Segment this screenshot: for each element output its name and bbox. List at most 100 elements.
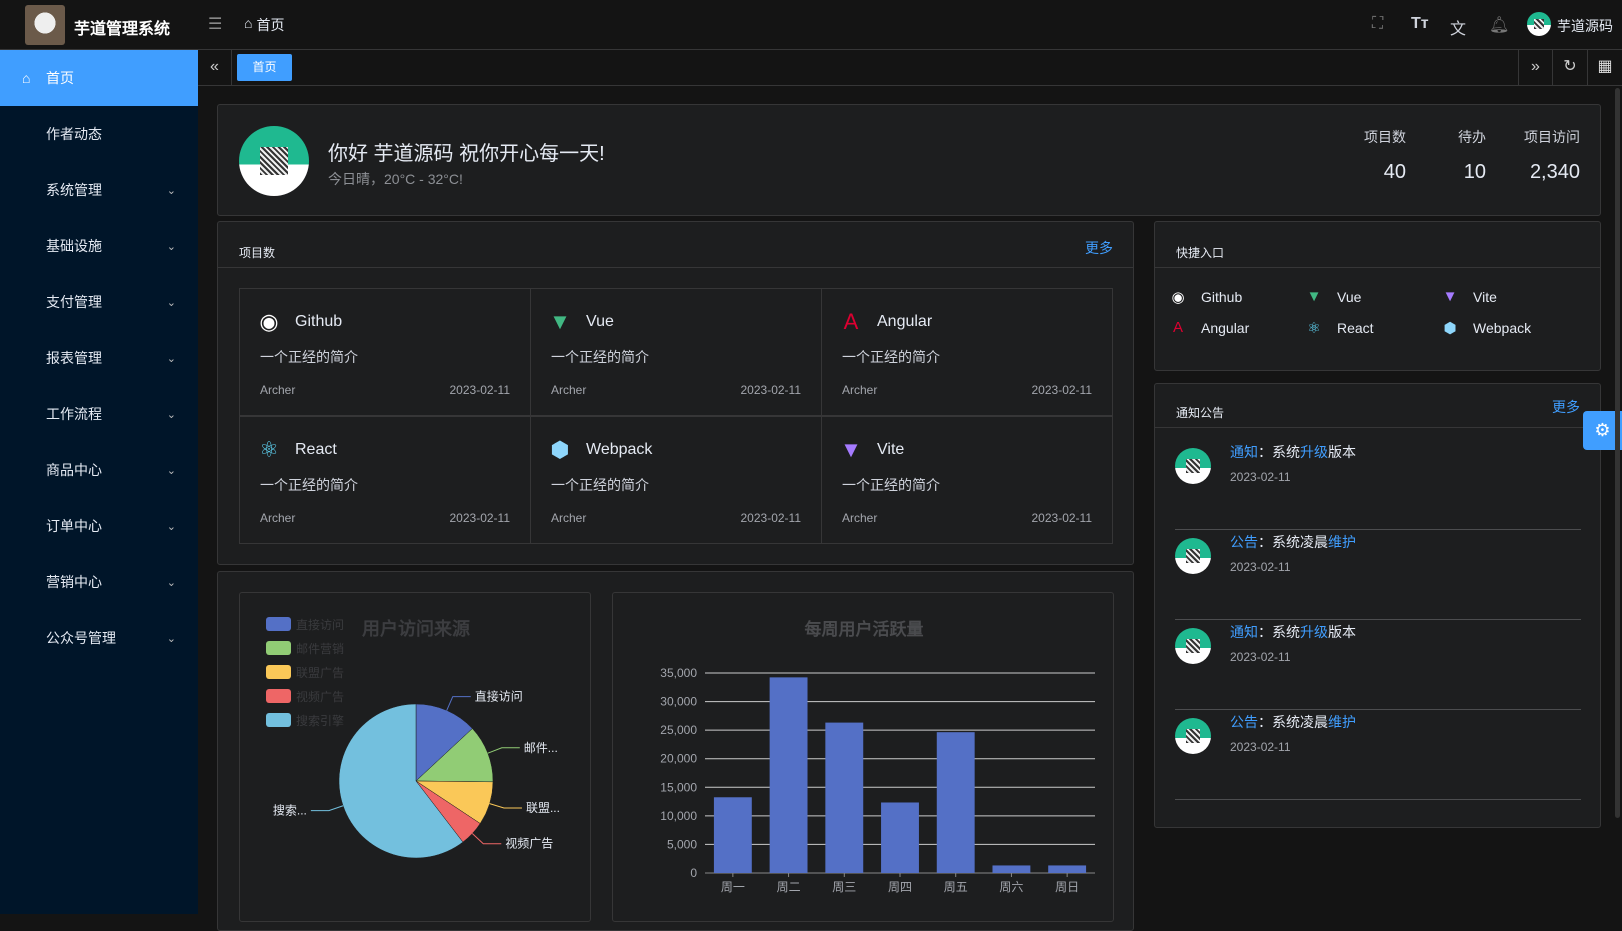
project-card[interactable]: ◉ Github 一个正经的简介 Archer 2023-02-11 xyxy=(239,288,531,416)
sidebar-item[interactable]: 营销中心 ⌄ xyxy=(0,554,198,610)
sidebar-item-label: 基础设施 xyxy=(46,238,102,254)
tab-bar: « 首页 » ↻ ▦ xyxy=(198,50,1622,86)
project-name: Webpack xyxy=(586,441,653,458)
sidebar-item[interactable]: 公众号管理 ⌄ xyxy=(0,610,198,666)
project-name: Github xyxy=(295,313,343,330)
sidebar-item-label: 工作流程 xyxy=(46,406,102,422)
projects-title: 项目数 xyxy=(239,246,276,260)
y-tick-label: 25,000 xyxy=(660,723,697,737)
shortcut-item[interactable]: ⚛ React xyxy=(1305,319,1373,337)
tabs-scroll-left-icon[interactable]: « xyxy=(198,50,232,86)
notice-date: 2023-02-11 xyxy=(1230,740,1291,754)
stat-label: 项目访问 xyxy=(1524,129,1580,145)
divider xyxy=(1155,427,1600,428)
sidebar-item[interactable]: 订单中心 ⌄ xyxy=(0,498,198,554)
shortcut-item[interactable]: ▼ Vite xyxy=(1441,288,1497,305)
notice-text: 系统 xyxy=(1272,624,1300,640)
user-avatar[interactable] xyxy=(1527,12,1551,36)
pie-chart-box: 用户访问来源 直接访问 邮件营销 联盟广告 视频广告 搜索引擎 直接访问 邮件... 联盟...… xyxy=(239,592,591,922)
notice-sep: ： xyxy=(1258,624,1272,640)
bar xyxy=(825,722,864,873)
notices-more-link[interactable]: 更多 xyxy=(1552,399,1580,415)
stat-label: 待办 xyxy=(1458,129,1486,145)
chevron-down-icon: ⌄ xyxy=(166,184,176,197)
home-icon: ⌂ xyxy=(22,70,31,86)
font-size-icon[interactable]: Tт xyxy=(1411,15,1429,32)
sidebar-item[interactable]: ⌂ 首页 xyxy=(0,50,198,106)
welcome-avatar xyxy=(239,126,309,196)
project-card[interactable]: ⬢ Webpack 一个正经的简介 Archer 2023-02-11 xyxy=(530,416,822,544)
vue-icon: ▼ xyxy=(1306,288,1322,305)
sidebar-item[interactable]: 系统管理 ⌄ xyxy=(0,162,198,218)
project-card[interactable]: ⚛ React 一个正经的简介 Archer 2023-02-11 xyxy=(239,416,531,544)
greeting: 你好 芋道源码 祝你开心每一天! xyxy=(328,143,605,165)
grid-menu-icon[interactable]: ▦ xyxy=(1587,50,1622,86)
chevron-down-icon: ⌄ xyxy=(166,352,176,365)
shortcut-item[interactable]: A Angular xyxy=(1169,319,1249,336)
shortcut-label: Angular xyxy=(1201,319,1250,336)
chevron-down-icon: ⌄ xyxy=(166,296,176,309)
breadcrumb[interactable]: ⌂ 首页 xyxy=(244,15,284,35)
chevron-down-icon: ⌄ xyxy=(166,464,176,477)
sidebar-item[interactable]: 作者动态 xyxy=(0,106,198,162)
shortcut-item[interactable]: ▼ Vue xyxy=(1305,288,1362,305)
notice-type[interactable]: 公告 xyxy=(1230,714,1258,730)
sidebar-item-label: 报表管理 xyxy=(46,350,102,366)
shortcut-label: Github xyxy=(1201,289,1243,305)
project-card[interactable]: ▼ Vue 一个正经的简介 Archer 2023-02-11 xyxy=(530,288,822,416)
sidebar-item[interactable]: 报表管理 ⌄ xyxy=(0,330,198,386)
x-tick-label: 周一 xyxy=(721,880,745,894)
shortcut-item[interactable]: ◉ Github xyxy=(1169,288,1242,306)
stat-value: 10 xyxy=(1463,161,1486,183)
translate-icon[interactable]: 文 xyxy=(1450,21,1467,38)
tabs-scroll-right-icon[interactable]: » xyxy=(1518,50,1552,86)
menu-toggle-icon[interactable]: ☰ xyxy=(208,16,223,33)
bar-chart: 每周用户活跃量 0 5,000 10,000 15,000 20,000 25,000 30,… xyxy=(660,619,1095,894)
notice-item[interactable]: 通知：系统升级版本 2023-02-11 xyxy=(1175,440,1581,530)
project-desc: 一个正经的简介 xyxy=(551,477,649,493)
shortcut-item[interactable]: ⬢ Webpack xyxy=(1441,319,1531,337)
notice-date: 2023-02-11 xyxy=(1230,560,1291,574)
notice-type[interactable]: 通知 xyxy=(1230,444,1258,460)
sidebar-item[interactable]: 支付管理 ⌄ xyxy=(0,274,198,330)
shortcuts-card: 快捷入口 ◉ Github ▼ Vue ▼ Vite A Angular ⚛ React ⬢ Webp… xyxy=(1154,221,1601,371)
notice-type[interactable]: 公告 xyxy=(1230,534,1258,550)
divider xyxy=(1155,267,1600,268)
bar-title: 每周用户活跃量 xyxy=(805,619,924,639)
label-line xyxy=(446,696,471,711)
notice-item[interactable]: 通知：系统升级版本 2023-02-11 xyxy=(1175,620,1581,710)
tab-home[interactable]: 首页 xyxy=(237,54,292,81)
breadcrumb-home: 首页 xyxy=(256,17,285,33)
scrollbar[interactable] xyxy=(1615,88,1620,818)
projects-more-link[interactable]: 更多 xyxy=(1085,240,1113,256)
y-tick-label: 30,000 xyxy=(660,695,697,709)
project-name: React xyxy=(295,441,337,458)
chevron-down-icon: ⌄ xyxy=(166,240,176,253)
bar xyxy=(992,865,1031,873)
sidebar-item[interactable]: 基础设施 ⌄ xyxy=(0,218,198,274)
weather: 今日晴，20°C - 32°C! xyxy=(328,171,463,187)
notice-type[interactable]: 通知 xyxy=(1230,624,1258,640)
github-icon: ◉ xyxy=(259,309,279,334)
x-tick-label: 周四 xyxy=(888,880,912,894)
sidebar-item-label: 营销中心 xyxy=(46,574,102,590)
bar xyxy=(881,802,919,873)
project-card[interactable]: ▼ Vite 一个正经的简介 Archer 2023-02-11 xyxy=(821,416,1113,544)
legend-swatch xyxy=(266,713,291,727)
user-name[interactable]: 芋道源码 xyxy=(1557,18,1613,34)
refresh-icon[interactable]: ↻ xyxy=(1552,50,1587,86)
project-card[interactable]: A Angular 一个正经的简介 Archer 2023-02-11 xyxy=(821,288,1113,416)
x-tick-label: 周日 xyxy=(1055,880,1079,894)
project-name: Vite xyxy=(877,441,905,458)
bell-icon[interactable]: 🔔︎ xyxy=(1489,17,1510,34)
sidebar-item[interactable]: 商品中心 ⌄ xyxy=(0,442,198,498)
notice-item[interactable]: 公告：系统凌晨维护 2023-02-11 xyxy=(1175,710,1581,800)
sidebar-item[interactable]: 工作流程 ⌄ xyxy=(0,386,198,442)
project-name: Angular xyxy=(877,313,933,330)
label-line xyxy=(310,805,344,812)
stat-2: 项目访问 2,340 xyxy=(1492,127,1580,184)
fullscreen-icon[interactable]: ⛶ xyxy=(1372,15,1384,32)
project-desc: 一个正经的简介 xyxy=(551,349,649,365)
notice-highlight: 升级 xyxy=(1300,624,1328,640)
notice-item[interactable]: 公告：系统凌晨维护 2023-02-11 xyxy=(1175,530,1581,620)
